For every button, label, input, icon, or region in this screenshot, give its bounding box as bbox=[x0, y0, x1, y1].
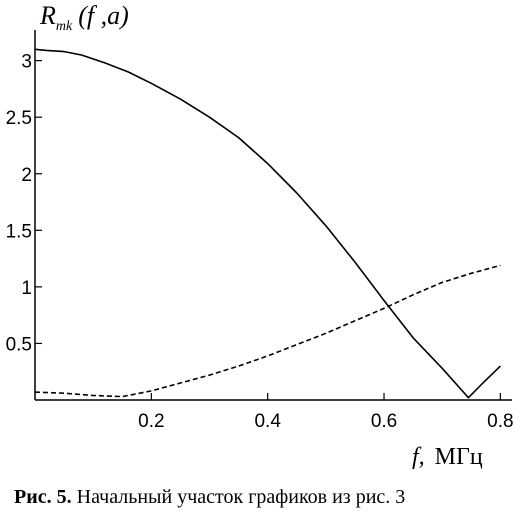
y-tick-label: 1 bbox=[21, 278, 32, 299]
figure-caption: Рис. 5. Начальный участок графиков из ри… bbox=[14, 486, 405, 509]
y-axis-title-main: R bbox=[39, 1, 56, 30]
y-axis-title: Rmk (f ,a) bbox=[39, 1, 129, 34]
y-tick-label: 0.5 bbox=[6, 334, 32, 355]
x-tick-label: 0.6 bbox=[371, 411, 397, 432]
x-tick-label: 0.2 bbox=[138, 411, 164, 432]
x-axis-title-unit: МГц bbox=[435, 444, 483, 470]
series-line-dashed bbox=[34, 264, 501, 398]
axes bbox=[34, 30, 512, 401]
chart: 0.2 0.4 0.6 0.8 0.5 1 1.5 2 2.5 3 Rmk (f ,a) f, МГц bbox=[6, 1, 514, 470]
y-axis-title-args: (f ,a) bbox=[78, 1, 129, 30]
series-line-solid bbox=[34, 48, 501, 399]
caption-text: Начальный участок графиков из рис. 3 bbox=[71, 486, 406, 508]
y-tick-label: 1.5 bbox=[6, 221, 32, 242]
x-tick-label: 0.4 bbox=[254, 411, 281, 432]
x-tick-label: 0.8 bbox=[487, 411, 513, 432]
x-axis-title: f, МГц bbox=[412, 444, 483, 470]
y-axis-title-sub: mk bbox=[56, 19, 73, 34]
y-tick-label: 2.5 bbox=[6, 108, 32, 129]
y-tick-label: 3 bbox=[21, 52, 32, 73]
x-axis-title-var: f, bbox=[412, 444, 425, 470]
series-group bbox=[34, 48, 501, 399]
y-tick-label: 2 bbox=[21, 165, 32, 186]
ticks: 0.2 0.4 0.6 0.8 0.5 1 1.5 2 2.5 3 bbox=[6, 52, 514, 432]
caption-label: Рис. 5. bbox=[14, 486, 72, 508]
